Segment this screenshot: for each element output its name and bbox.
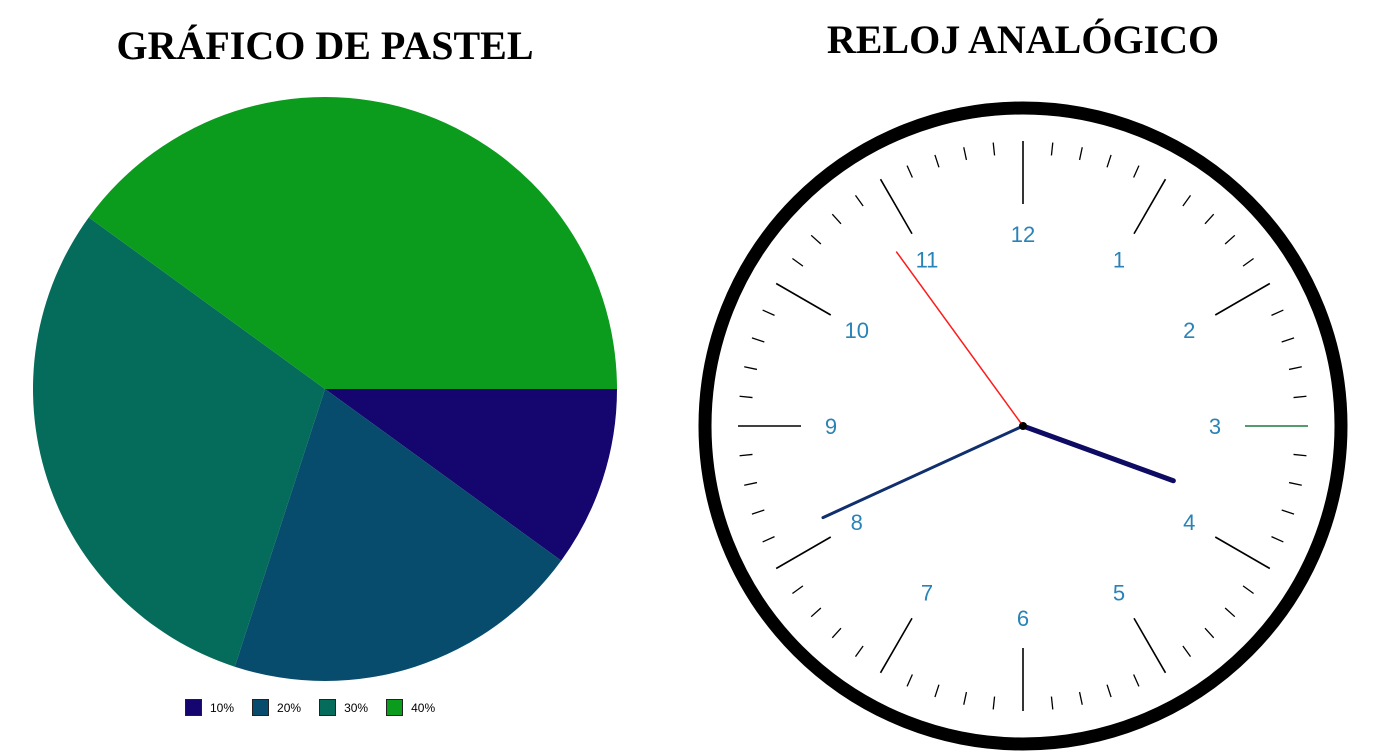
- pie-legend: 10% 20% 30% 40%: [185, 699, 453, 716]
- clock-number: 12: [1011, 222, 1035, 247]
- minute-tick: [906, 674, 913, 687]
- legend-swatch: [185, 699, 202, 716]
- legend-item: 40%: [386, 699, 435, 716]
- minute-tick: [1293, 395, 1307, 399]
- clock-number: 10: [844, 318, 868, 343]
- clock-number: 2: [1183, 318, 1195, 343]
- legend-item: 30%: [319, 699, 368, 716]
- legend-label: 10%: [210, 700, 235, 715]
- legend-label: 20%: [277, 700, 302, 715]
- minute-tick: [1271, 536, 1284, 543]
- clock-number: 11: [916, 248, 939, 273]
- minute-tick: [1288, 366, 1302, 371]
- minute-tick: [1293, 453, 1307, 457]
- minute-tick: [1050, 142, 1054, 156]
- minute-tick: [934, 684, 940, 698]
- minute-tick: [1050, 696, 1054, 710]
- minute-tick: [1204, 627, 1215, 639]
- pie-chart-title: GRÁFICO DE PASTEL: [116, 23, 534, 68]
- minute-tick: [1281, 509, 1295, 515]
- clock-number: 3: [1209, 414, 1221, 439]
- hour-tick: [1133, 178, 1167, 235]
- hour-tick: [775, 536, 832, 570]
- pie-slice: [32, 217, 326, 667]
- hour-tick: [1214, 536, 1271, 570]
- minute-tick: [1133, 165, 1140, 178]
- minute-tick: [1224, 234, 1236, 245]
- minute-tick: [854, 195, 864, 207]
- minute-tick: [963, 691, 968, 705]
- minute-tick: [1078, 147, 1083, 161]
- minute-tick: [1224, 607, 1236, 618]
- minute-tick: [992, 142, 996, 156]
- clock-number: 6: [1017, 606, 1029, 631]
- minute-tick: [739, 395, 753, 399]
- hour-hand: [1020, 423, 1176, 484]
- pie-slice: [325, 389, 617, 561]
- minute-hand: [821, 424, 1025, 520]
- pie-slice: [88, 97, 618, 390]
- minute-tick: [1133, 674, 1140, 687]
- legend-item: 20%: [252, 699, 301, 716]
- legend-label: 30%: [344, 700, 369, 715]
- minute-tick: [1106, 684, 1112, 698]
- clock-number: 8: [851, 510, 863, 535]
- minute-tick: [744, 366, 758, 371]
- legend-swatch: [319, 699, 337, 716]
- pie-slice: [234, 389, 562, 681]
- legend-item: 10%: [185, 699, 234, 716]
- minute-tick: [1106, 154, 1112, 168]
- minute-tick: [762, 536, 775, 543]
- legend-swatch: [386, 699, 404, 716]
- minute-tick: [963, 147, 968, 161]
- minute-tick: [831, 627, 842, 639]
- minute-tick: [992, 696, 996, 710]
- minute-tick: [854, 645, 864, 657]
- minute-tick: [906, 165, 913, 178]
- minute-tick: [792, 585, 804, 595]
- minute-tick: [1182, 195, 1192, 207]
- clock-number: 7: [921, 580, 933, 605]
- clock-number: 4: [1183, 510, 1195, 535]
- clock-title: RELOJ ANALÓGICO: [826, 17, 1220, 62]
- minute-tick: [810, 234, 822, 245]
- minute-tick: [1271, 309, 1284, 316]
- clock-number: 9: [825, 414, 837, 439]
- clock-number: 5: [1113, 580, 1125, 605]
- minute-tick: [739, 453, 753, 457]
- minute-tick: [751, 337, 765, 343]
- legend-label: 40%: [411, 700, 436, 715]
- minute-tick: [792, 257, 804, 267]
- minute-tick: [1242, 257, 1254, 267]
- clock-center-pin: [1019, 422, 1027, 430]
- minute-tick: [1281, 337, 1295, 343]
- hour-tick: [1214, 282, 1271, 316]
- minute-tick: [1288, 481, 1302, 486]
- minute-tick: [1204, 213, 1215, 225]
- minute-tick: [1242, 585, 1254, 595]
- hour-tick: [879, 617, 913, 674]
- legend-swatch: [252, 699, 270, 716]
- hour-tick: [879, 178, 913, 235]
- minute-tick: [1182, 645, 1192, 657]
- clock-number: 1: [1113, 248, 1125, 273]
- minute-tick: [762, 309, 775, 316]
- minute-tick: [1078, 691, 1083, 705]
- hour-tick: [1133, 617, 1167, 674]
- minute-tick: [751, 509, 765, 515]
- minute-tick: [744, 481, 758, 486]
- second-hand: [895, 251, 1024, 427]
- minute-tick: [831, 213, 842, 225]
- pie-chart: [32, 97, 618, 681]
- minute-tick: [934, 154, 940, 168]
- minute-tick: [810, 607, 822, 618]
- hour-tick: [775, 282, 832, 316]
